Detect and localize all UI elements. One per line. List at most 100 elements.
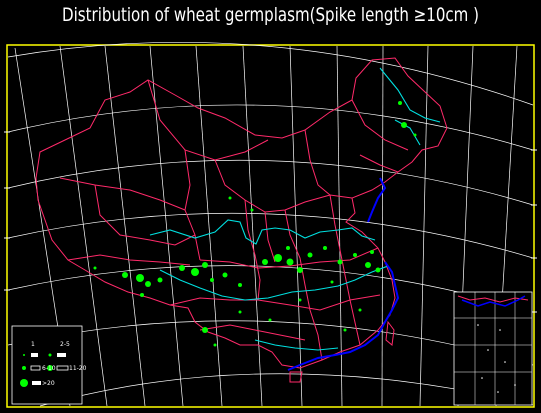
site-marker bbox=[401, 122, 407, 128]
site-marker bbox=[228, 196, 232, 200]
site-marker bbox=[210, 278, 214, 282]
sample-sites bbox=[93, 101, 417, 347]
site-marker bbox=[365, 262, 371, 268]
latitude-line bbox=[7, 104, 534, 151]
pearl-river bbox=[254, 339, 339, 351]
legend-symbol-1 bbox=[23, 354, 25, 356]
inset-island bbox=[481, 377, 483, 379]
site-marker bbox=[191, 268, 199, 276]
province-border bbox=[214, 159, 353, 213]
site-marker bbox=[274, 254, 282, 262]
province-border bbox=[264, 211, 276, 263]
site-marker bbox=[370, 250, 374, 254]
legend-label-11-20: 11-20 bbox=[69, 365, 87, 372]
legend-symbol-6-10 bbox=[22, 366, 26, 370]
site-marker bbox=[202, 262, 208, 268]
province-border bbox=[351, 99, 409, 151]
province-border bbox=[67, 254, 191, 266]
province-border bbox=[169, 294, 381, 311]
songhua-river bbox=[394, 119, 421, 146]
site-marker bbox=[222, 272, 228, 278]
meridian-line bbox=[381, 45, 384, 407]
province-border bbox=[147, 79, 269, 161]
site-marker bbox=[213, 343, 217, 347]
yellow-river bbox=[149, 219, 376, 245]
hainan-outline bbox=[289, 371, 303, 383]
site-marker bbox=[343, 328, 347, 332]
taiwan-outline bbox=[385, 320, 395, 346]
legend-swatch bbox=[32, 381, 41, 385]
site-marker bbox=[353, 253, 357, 257]
latitude-line bbox=[7, 41, 534, 106]
site-marker bbox=[286, 246, 290, 250]
site-marker bbox=[238, 283, 242, 287]
legend-swatch bbox=[30, 365, 41, 371]
meridian-line bbox=[104, 45, 146, 407]
province-border bbox=[199, 324, 306, 341]
coastline-east bbox=[287, 261, 400, 371]
south-china-sea-inset bbox=[453, 291, 533, 406]
heilongjiang-river bbox=[379, 67, 441, 123]
site-marker bbox=[122, 272, 128, 278]
province-border bbox=[359, 154, 399, 173]
province-border bbox=[284, 209, 323, 361]
site-marker bbox=[238, 310, 242, 314]
site-marker bbox=[268, 318, 272, 322]
site-marker bbox=[375, 267, 381, 273]
site-marker bbox=[307, 252, 313, 258]
inset-island bbox=[477, 324, 479, 326]
national-border bbox=[35, 57, 448, 369]
site-marker bbox=[398, 101, 402, 105]
legend-symbol-2-5 bbox=[48, 353, 52, 357]
site-marker bbox=[136, 274, 144, 282]
province-border bbox=[184, 149, 201, 261]
meridian-line bbox=[195, 45, 223, 407]
yangtze-river bbox=[159, 265, 389, 301]
legend-label-over-20: >20 bbox=[42, 380, 55, 387]
site-marker bbox=[157, 277, 163, 283]
map-frame bbox=[6, 44, 535, 408]
inset-island bbox=[514, 384, 516, 386]
site-marker bbox=[145, 281, 151, 287]
province-border bbox=[304, 129, 331, 196]
site-marker bbox=[179, 265, 185, 271]
meridian-line bbox=[336, 45, 343, 407]
inset-island bbox=[497, 391, 499, 393]
site-marker bbox=[358, 308, 362, 312]
coastline bbox=[287, 177, 400, 371]
site-marker bbox=[323, 246, 327, 250]
inset-island bbox=[499, 329, 501, 331]
inset-coastline bbox=[461, 295, 526, 307]
province-border bbox=[199, 247, 379, 269]
coastline-north bbox=[367, 177, 387, 223]
site-marker bbox=[250, 208, 254, 212]
site-marker bbox=[337, 259, 343, 265]
inset-box bbox=[453, 291, 533, 406]
legend-swatch bbox=[56, 365, 69, 371]
legend bbox=[11, 325, 83, 405]
legend-swatch bbox=[31, 353, 38, 357]
page-title: Distribution of wheat germplasm(Spike le… bbox=[62, 4, 479, 26]
meridian-line bbox=[289, 45, 303, 407]
province-border bbox=[244, 199, 261, 301]
site-marker bbox=[330, 280, 334, 284]
province-border bbox=[94, 184, 196, 246]
legend-label-2-5: 2-5 bbox=[60, 341, 70, 348]
province-border bbox=[59, 177, 186, 211]
legend-symbol-11-20 bbox=[47, 365, 53, 371]
meridian-line bbox=[59, 45, 108, 407]
province-borders bbox=[35, 57, 448, 383]
inset-province-border bbox=[457, 295, 529, 303]
legend-swatch bbox=[57, 353, 66, 357]
legend-label-1: 1 bbox=[31, 341, 35, 348]
inset-island bbox=[504, 361, 506, 363]
legend-box bbox=[11, 325, 83, 405]
latitude-line bbox=[7, 159, 534, 206]
site-marker bbox=[202, 327, 208, 333]
province-border bbox=[329, 194, 361, 346]
inset-island bbox=[487, 349, 489, 351]
site-marker bbox=[413, 133, 417, 137]
latitude-line bbox=[7, 212, 534, 259]
legend-symbol-over-20 bbox=[20, 379, 28, 387]
meridian-line bbox=[242, 45, 263, 407]
